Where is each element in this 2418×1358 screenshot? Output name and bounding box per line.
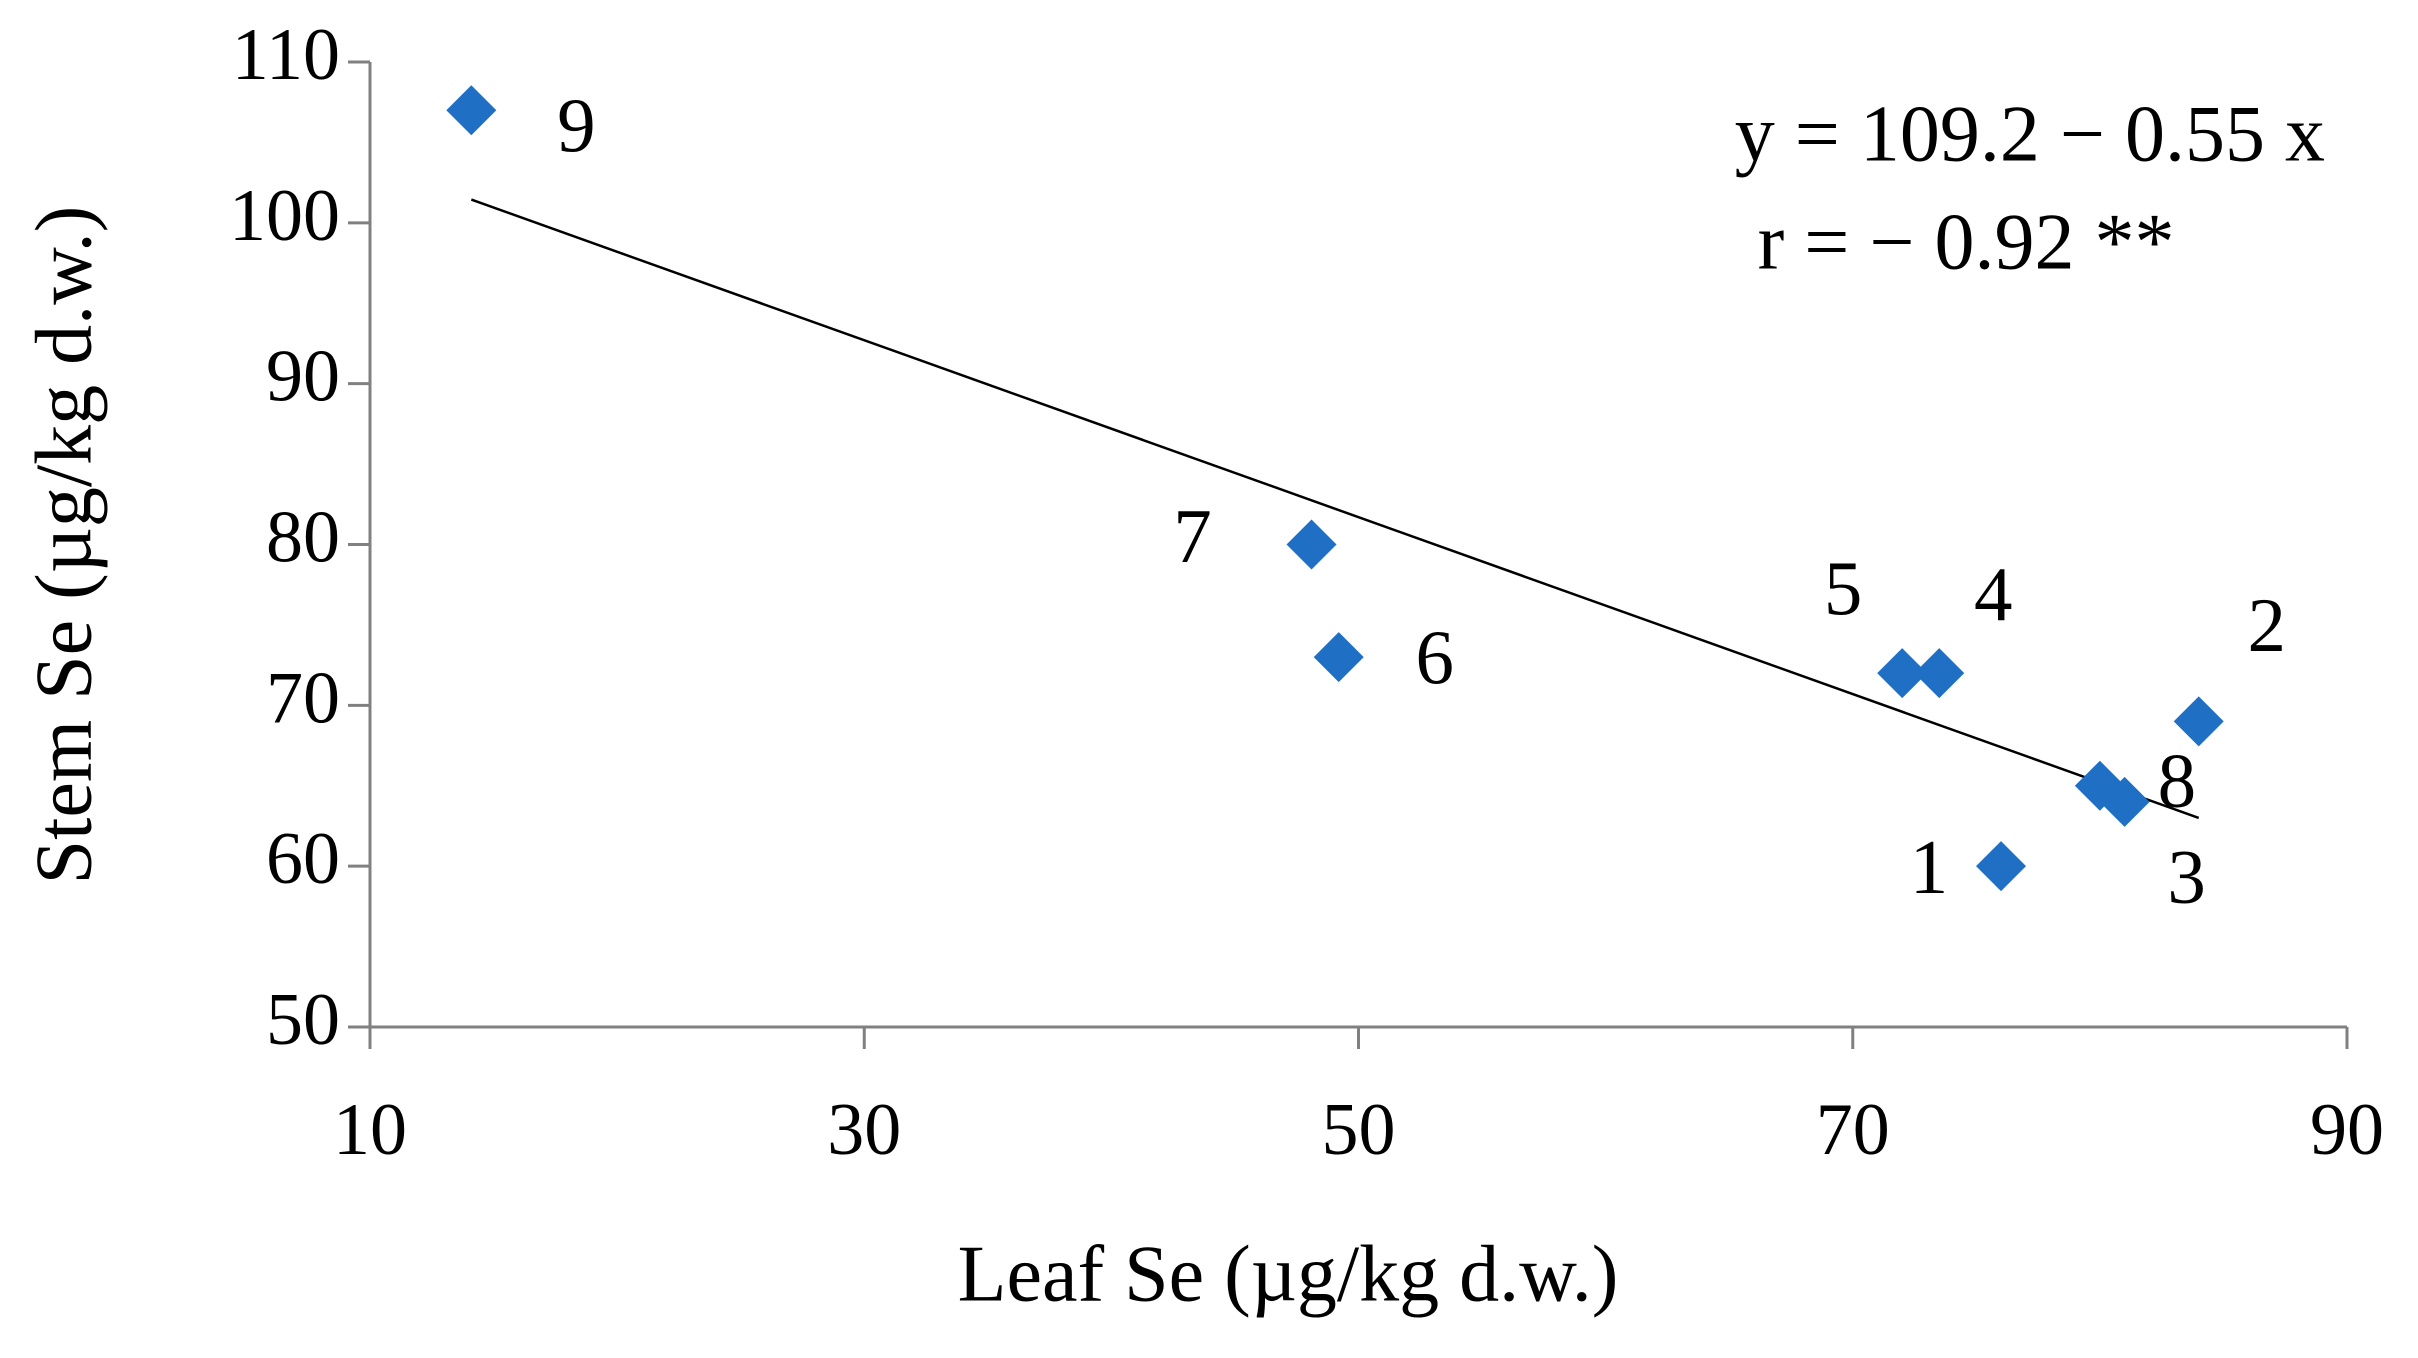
point <box>446 85 497 136</box>
y-tick-label: 100 <box>229 175 340 257</box>
correlation: r = − 0.92 ** <box>1758 198 2175 286</box>
point <box>2074 760 2125 811</box>
x-tick-label: 30 <box>827 1089 901 1171</box>
x-tick-label: 90 <box>2310 1089 2384 1171</box>
x-tick-label: 10 <box>333 1089 407 1171</box>
point <box>1914 648 1965 699</box>
point-label: 1 <box>1910 824 1949 910</box>
point <box>1976 841 2027 892</box>
y-tick-label: 60 <box>266 818 340 900</box>
point-label: 2 <box>2247 582 2286 668</box>
x-tick-label: 50 <box>1322 1089 1396 1171</box>
point <box>1313 632 1364 683</box>
y-tick-label: 110 <box>232 14 340 96</box>
point-label: 7 <box>1173 493 1212 579</box>
trend-line <box>470 198 2200 820</box>
equation: y = 109.2 − 0.55 x <box>1735 90 2325 178</box>
point <box>1877 648 1928 699</box>
point <box>1286 519 1337 570</box>
x-axis-title: Leaf Se (µg/kg d.w.) <box>958 1230 1619 1318</box>
point-label: 8 <box>2158 737 2197 823</box>
y-tick-label: 70 <box>266 657 340 739</box>
y-tick-label: 90 <box>266 336 340 418</box>
point-label: 3 <box>2167 834 2206 920</box>
point <box>2173 696 2224 747</box>
x-tick-label: 70 <box>1816 1089 1890 1171</box>
y-tick-label: 50 <box>266 979 340 1061</box>
y-axis-title: Stem Se (µg/kg d.w.) <box>20 206 108 885</box>
point-label: 5 <box>1824 545 1863 631</box>
point-label: 4 <box>1974 551 2013 637</box>
point-label: 9 <box>557 82 596 168</box>
y-tick-label: 80 <box>266 496 340 578</box>
point-label: 6 <box>1415 614 1454 700</box>
